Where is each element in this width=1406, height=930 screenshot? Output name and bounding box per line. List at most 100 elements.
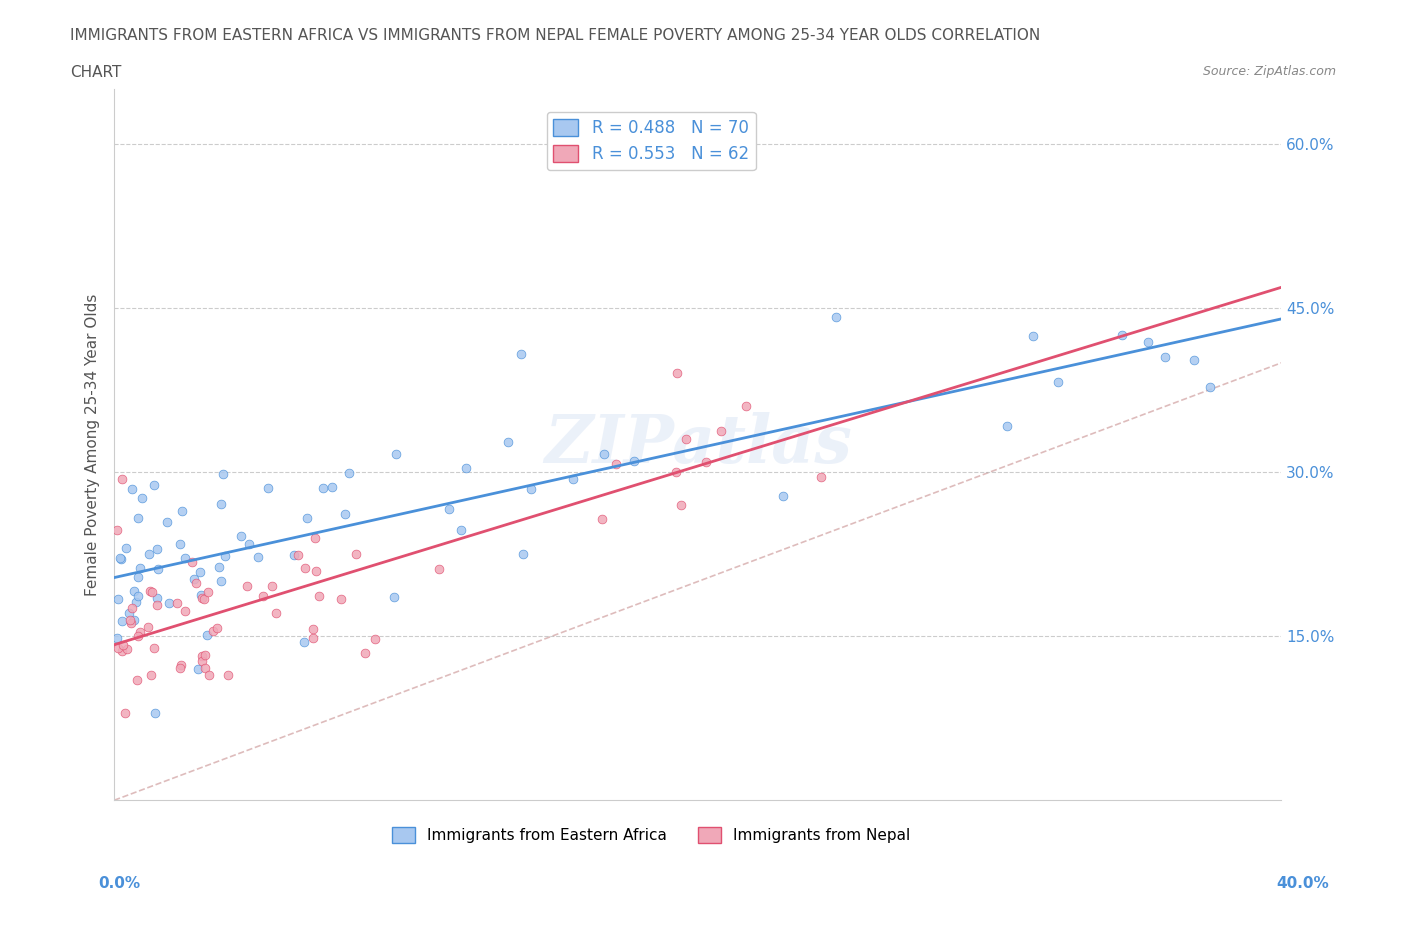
Point	[139, 668, 162, 683]
Point	[145, 591, 167, 605]
Point	[111, 472, 134, 486]
Point	[125, 672, 148, 687]
Point	[675, 432, 697, 446]
Point	[120, 616, 142, 631]
Point	[308, 589, 330, 604]
Point	[183, 571, 205, 586]
Point	[382, 590, 405, 604]
Point	[824, 310, 846, 325]
Point	[257, 481, 280, 496]
Text: 0.0%: 0.0%	[98, 876, 141, 891]
Point	[129, 625, 152, 640]
Point	[166, 595, 188, 610]
Point	[118, 606, 141, 621]
Point	[191, 648, 214, 663]
Point	[592, 447, 614, 462]
Point	[146, 561, 169, 576]
Point	[127, 511, 149, 525]
Point	[111, 614, 134, 629]
Point	[122, 583, 145, 598]
Text: IMMIGRANTS FROM EASTERN AFRICA VS IMMIGRANTS FROM NEPAL FEMALE POVERTY AMONG 25-: IMMIGRANTS FROM EASTERN AFRICA VS IMMIGR…	[70, 28, 1040, 43]
Point	[122, 613, 145, 628]
Point	[329, 591, 352, 606]
Point	[121, 482, 143, 497]
Point	[127, 628, 149, 643]
Point	[170, 658, 193, 672]
Point	[211, 574, 233, 589]
Text: Source: ZipAtlas.com: Source: ZipAtlas.com	[1202, 65, 1336, 78]
Point	[235, 578, 257, 593]
Point	[238, 536, 260, 551]
Point	[174, 551, 197, 565]
Point	[195, 628, 218, 643]
Point	[169, 660, 191, 675]
Point	[174, 604, 197, 618]
Point	[111, 637, 134, 652]
Point	[125, 594, 148, 609]
Point	[202, 623, 225, 638]
Point	[671, 498, 693, 512]
Point	[129, 560, 152, 575]
Point	[214, 549, 236, 564]
Point	[337, 466, 360, 481]
Point	[666, 366, 689, 381]
Point	[304, 530, 326, 545]
Point	[194, 661, 217, 676]
Point	[1047, 374, 1070, 389]
Point	[194, 648, 217, 663]
Point	[302, 631, 325, 645]
Point	[107, 591, 129, 606]
Point	[364, 631, 387, 646]
Point	[208, 560, 231, 575]
Point	[110, 551, 132, 566]
Point	[344, 547, 367, 562]
Point	[252, 589, 274, 604]
Point	[262, 578, 284, 593]
Point	[264, 606, 287, 621]
Point	[1136, 335, 1159, 350]
Point	[187, 661, 209, 676]
Point	[136, 619, 159, 634]
Point	[295, 511, 318, 525]
Point	[143, 705, 166, 720]
Point	[191, 654, 214, 669]
Point	[335, 506, 357, 521]
Point	[212, 466, 235, 481]
Point	[197, 585, 219, 600]
Y-axis label: Female Poverty Among 25-34 Year Olds: Female Poverty Among 25-34 Year Olds	[86, 294, 100, 596]
Point	[1199, 380, 1222, 395]
Point	[184, 576, 207, 591]
Point	[156, 514, 179, 529]
Point	[229, 529, 252, 544]
Point	[1111, 327, 1133, 342]
Point	[145, 542, 167, 557]
Text: 40.0%: 40.0%	[1275, 876, 1329, 891]
Point	[1021, 328, 1043, 343]
Point	[217, 668, 239, 683]
Point	[191, 591, 214, 605]
Point	[321, 480, 343, 495]
Point	[283, 548, 305, 563]
Point	[354, 646, 377, 661]
Point	[665, 465, 688, 480]
Point	[209, 497, 232, 512]
Point	[146, 598, 169, 613]
Point	[385, 446, 408, 461]
Point	[562, 472, 585, 486]
Point	[190, 587, 212, 602]
Point	[437, 501, 460, 516]
Point	[810, 470, 832, 485]
Point	[450, 522, 472, 537]
Point	[510, 347, 533, 362]
Text: ZIPatlas: ZIPatlas	[544, 412, 852, 477]
Point	[143, 478, 166, 493]
Point	[105, 631, 128, 645]
Point	[131, 491, 153, 506]
Text: CHART: CHART	[70, 65, 122, 80]
Legend: Immigrants from Eastern Africa, Immigrants from Nepal: Immigrants from Eastern Africa, Immigran…	[387, 821, 917, 849]
Point	[181, 554, 204, 569]
Point	[105, 523, 128, 538]
Point	[710, 423, 733, 438]
Point	[605, 457, 627, 472]
Point	[312, 481, 335, 496]
